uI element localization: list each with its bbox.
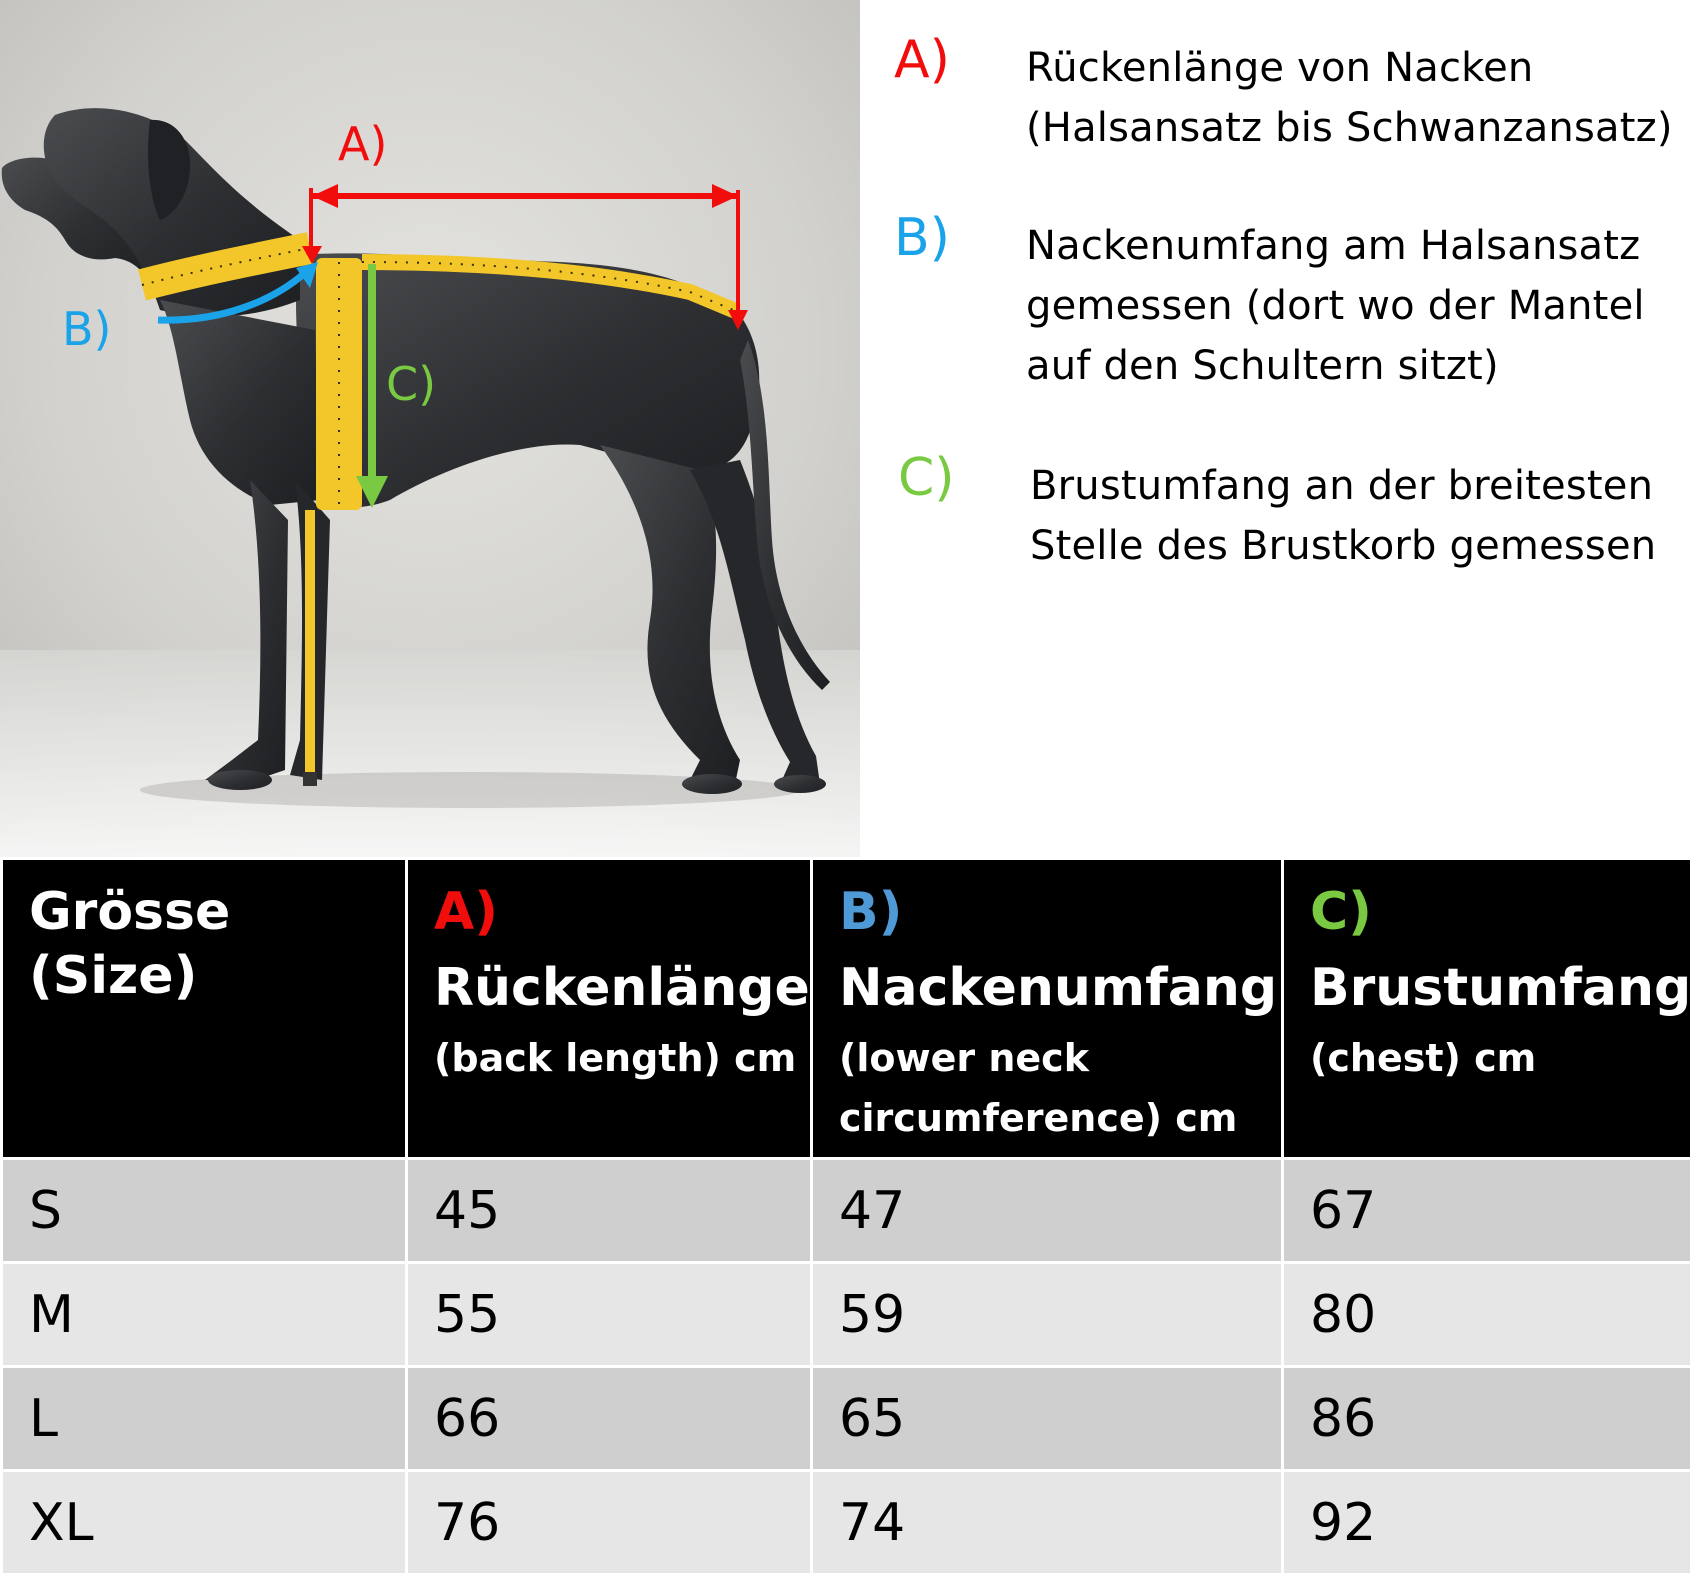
header-b-sub: (lower neck circumference) cm bbox=[839, 1036, 1238, 1140]
header-a-letter: A) bbox=[434, 882, 499, 942]
legend-letter-a: A) bbox=[894, 30, 950, 90]
arrow-a-icon bbox=[302, 184, 748, 330]
header-size-label: Grösse (Size) bbox=[29, 882, 231, 1006]
header-c-letter: C) bbox=[1310, 882, 1372, 942]
label-c: C) bbox=[386, 357, 436, 411]
legend-text-c: Brustumfang an der breitesten Stelle des… bbox=[1030, 463, 1657, 569]
cell-back-length: 45 bbox=[405, 1157, 813, 1264]
size-table: Grösse (Size) A) Rückenlänge (back lengt… bbox=[0, 857, 1690, 1576]
measuring-tape-icon bbox=[137, 232, 742, 786]
label-b: B) bbox=[62, 302, 112, 356]
header-chest: C) Brustumfang (chest) cm bbox=[1281, 857, 1690, 1160]
cell-chest: 86 bbox=[1281, 1365, 1690, 1472]
cell-size: XL bbox=[0, 1469, 408, 1576]
arrow-b-icon bbox=[157, 262, 318, 324]
header-a-sub: (back length) cm bbox=[434, 1036, 797, 1080]
header-c-title: Brustumfang bbox=[1310, 958, 1690, 1018]
cell-size: M bbox=[0, 1261, 408, 1368]
cell-size: S bbox=[0, 1157, 408, 1264]
cell-neck: 59 bbox=[810, 1261, 1284, 1368]
cell-chest: 92 bbox=[1281, 1469, 1690, 1576]
header-b-letter: B) bbox=[839, 882, 903, 942]
dog-illustration-svg: A) B) C) bbox=[0, 0, 860, 858]
table-row: XL 76 74 92 bbox=[0, 1469, 1690, 1576]
cell-neck: 47 bbox=[810, 1157, 1284, 1264]
cell-neck: 74 bbox=[810, 1469, 1284, 1576]
header-b-title: Nackenumfang bbox=[839, 958, 1278, 1018]
cell-chest: 67 bbox=[1281, 1157, 1690, 1264]
legend-text-b: Nackenumfang am Halsansatz gemessen (dor… bbox=[1026, 223, 1645, 389]
cell-back-length: 66 bbox=[405, 1365, 813, 1472]
header-c-sub: (chest) cm bbox=[1310, 1036, 1537, 1080]
table-header-row: Grösse (Size) A) Rückenlänge (back lengt… bbox=[0, 857, 1690, 1160]
legend-letter-c: C) bbox=[898, 448, 955, 508]
table-row: L 66 65 86 bbox=[0, 1365, 1690, 1472]
dog-measurement-illustration: A) B) C) bbox=[0, 0, 860, 858]
cell-size: L bbox=[0, 1365, 408, 1472]
legend-text-a: Rückenlänge von Nacken (Halsansatz bis S… bbox=[1026, 45, 1673, 151]
table-row: S 45 47 67 bbox=[0, 1157, 1690, 1264]
legend-letter-b: B) bbox=[894, 208, 950, 268]
cell-chest: 80 bbox=[1281, 1261, 1690, 1368]
arrow-c-icon bbox=[356, 264, 388, 508]
cell-back-length: 55 bbox=[405, 1261, 813, 1368]
header-neck: B) Nackenumfang (lower neck circumferenc… bbox=[810, 857, 1284, 1160]
cell-back-length: 76 bbox=[405, 1469, 813, 1576]
header-size: Grösse (Size) bbox=[0, 857, 408, 1160]
label-a: A) bbox=[338, 117, 387, 171]
table-row: M 55 59 80 bbox=[0, 1261, 1690, 1368]
header-a-title: Rückenlänge bbox=[434, 958, 810, 1018]
cell-neck: 65 bbox=[810, 1365, 1284, 1472]
header-back-length: A) Rückenlänge (back length) cm bbox=[405, 857, 813, 1160]
